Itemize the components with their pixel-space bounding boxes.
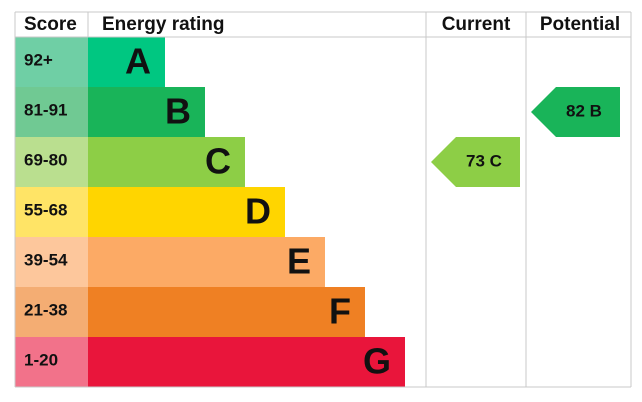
header-potential: Potential	[540, 14, 620, 35]
rating-bar	[88, 137, 245, 187]
rating-letter: B	[165, 91, 191, 132]
current-arrow	[431, 137, 520, 187]
score-label: 39-54	[24, 250, 68, 269]
rating-bar	[88, 287, 365, 337]
rating-letter: C	[205, 141, 231, 182]
score-cell	[15, 337, 88, 387]
rating-letter: D	[245, 191, 271, 232]
score-label: 81-91	[24, 100, 67, 119]
score-label: 1-20	[24, 350, 58, 369]
potential-label: 82 B	[566, 101, 602, 120]
score-cell	[15, 37, 88, 87]
score-label: 92+	[24, 50, 53, 69]
header-rating: Energy rating	[102, 14, 224, 35]
header-current: Current	[442, 14, 511, 35]
rating-letter: F	[329, 291, 351, 332]
score-cell	[15, 87, 88, 137]
score-cell	[15, 137, 88, 187]
current-label: 73 C	[466, 151, 502, 170]
rating-bar	[88, 237, 325, 287]
rating-bar	[88, 37, 165, 87]
rating-bar	[88, 87, 205, 137]
score-label: 69-80	[24, 150, 67, 169]
bands: 92+ A 81-91 B 69-80 C 55-68 D 39-54 E 21-38 F 1-20 G	[15, 37, 405, 387]
score-cell	[15, 287, 88, 337]
rating-letter: A	[125, 41, 151, 82]
rating-letter: E	[287, 241, 311, 282]
score-cell	[15, 237, 88, 287]
potential-arrow	[531, 87, 620, 137]
score-label: 55-68	[24, 200, 67, 219]
rating-bar	[88, 337, 405, 387]
header-score: Score	[24, 14, 77, 35]
score-label: 21-38	[24, 300, 67, 319]
score-cell	[15, 187, 88, 237]
rating-bar	[88, 187, 285, 237]
rating-letter: G	[363, 341, 391, 382]
